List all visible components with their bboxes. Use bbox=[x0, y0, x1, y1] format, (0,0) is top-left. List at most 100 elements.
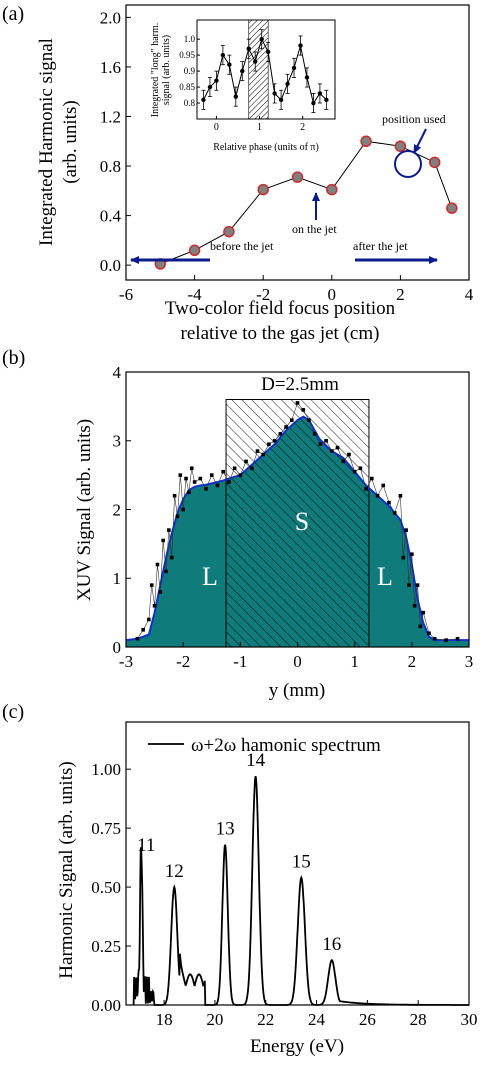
panel-b-raw-point bbox=[164, 569, 168, 574]
panel-b-scatter bbox=[135, 401, 460, 642]
panel-b-raw-point bbox=[301, 408, 306, 412]
inset-point bbox=[207, 84, 213, 90]
panel-b-raw-point bbox=[401, 555, 406, 560]
inset-point bbox=[259, 36, 264, 42]
panel-b-raw-point bbox=[375, 493, 380, 498]
panel-b-raw-point bbox=[307, 418, 311, 422]
x-tick-label: -1 bbox=[233, 652, 247, 671]
y-tick-label: 3 bbox=[113, 432, 122, 451]
y-tick-label: 1.00 bbox=[91, 760, 121, 779]
x-tick-label: 2 bbox=[408, 652, 417, 671]
panel-c-xlabel: Energy (eV) bbox=[250, 1036, 344, 1057]
inset-point bbox=[240, 68, 245, 74]
panel-b-raw-point bbox=[398, 493, 403, 498]
x-tick-label: 1 bbox=[350, 652, 359, 671]
panel-b-raw-point bbox=[232, 466, 237, 471]
x-tick-label: 0 bbox=[293, 652, 302, 671]
peak-label-15: 15 bbox=[292, 852, 311, 873]
peak-label-16: 16 bbox=[322, 934, 341, 955]
short-trajectory-box bbox=[225, 399, 370, 648]
inset-xlabel: Relative phase (units of π) bbox=[213, 142, 319, 153]
inset-point bbox=[285, 81, 290, 87]
after-jet-label: after the jet bbox=[353, 239, 408, 253]
panel-b: (b) -3 -2 -1 0 1 2 3 0 1 2 3 4 D=2.5mm L S L y (mm)… bbox=[2, 347, 473, 701]
peak-label-11: 11 bbox=[137, 835, 155, 856]
panel-a-data bbox=[154, 135, 458, 270]
panel-c-frame bbox=[125, 721, 470, 1006]
panel-b-raw-point bbox=[192, 480, 197, 484]
panel-b-raw-point bbox=[204, 487, 208, 491]
panel-c-label: (c) bbox=[2, 701, 24, 723]
inset-shaded-region bbox=[248, 19, 269, 120]
panel-c: (c) 18 20 22 24 26 28 30 0.00 0.25 0.50 0.75 1.00 1… bbox=[2, 701, 478, 1057]
panel-a-xlabel-line1: Two-color field focus position bbox=[165, 298, 396, 319]
x-tick-label: -2 bbox=[256, 285, 270, 304]
panel-b-raw-point bbox=[189, 466, 194, 471]
panel-b-raw-point bbox=[330, 449, 334, 453]
inset-y-tick-label: 1.0 bbox=[184, 34, 196, 44]
panel-b-raw-point bbox=[284, 425, 288, 429]
x-tick-label: 26 bbox=[359, 1010, 376, 1029]
inset-y-tick-label: 0.95 bbox=[179, 50, 195, 60]
y-tick-label: 0.00 bbox=[91, 996, 121, 1015]
panel-b-raw-point bbox=[158, 590, 163, 594]
inset-point bbox=[317, 91, 323, 96]
x-tick-label: 4 bbox=[465, 285, 474, 304]
inset-x-tick-label: 0 bbox=[214, 122, 219, 133]
y-tick-label: 0.4 bbox=[100, 207, 122, 226]
inset-point bbox=[278, 97, 284, 103]
inset-y-tick-label: 0.9 bbox=[184, 66, 196, 76]
y-tick-label: 4 bbox=[113, 363, 122, 382]
x-tick-label: 0 bbox=[328, 285, 337, 304]
panel-a-ticks: -6 -4 -2 0 2 4 0.0 0.4 0.8 1.2 1.6 2.0 bbox=[100, 8, 474, 304]
y-tick-label: 0.8 bbox=[100, 157, 121, 176]
panel-b-raw-point bbox=[178, 473, 183, 477]
panel-b-raw-point bbox=[244, 459, 248, 464]
panel-b-label: (b) bbox=[2, 347, 25, 369]
panel-b-raw-point bbox=[155, 562, 160, 567]
panel-b-raw-point bbox=[249, 466, 254, 471]
inset-point bbox=[311, 100, 316, 106]
panel-a-point bbox=[428, 156, 441, 169]
panel-a-label: (a) bbox=[2, 3, 24, 25]
x-tick-label: 2 bbox=[396, 285, 405, 304]
panel-b-raw-point bbox=[427, 631, 431, 636]
x-tick-label: 24 bbox=[308, 1010, 326, 1029]
panel-b-raw-point bbox=[432, 636, 437, 641]
position-used-label: position used bbox=[382, 112, 446, 126]
peak-label-13: 13 bbox=[216, 819, 235, 840]
panel-b-raw-point bbox=[181, 507, 185, 512]
panel-b-raw-point bbox=[295, 401, 300, 405]
inset-y-tick-label: 0.8 bbox=[184, 98, 196, 108]
panel-b-raw-point bbox=[272, 438, 277, 443]
panel-a-xlabel-line2: relative to the gas jet (cm) bbox=[181, 323, 380, 344]
panel-b-raw-point bbox=[318, 442, 323, 446]
panel-a-point bbox=[446, 202, 458, 214]
panel-b-raw-point bbox=[175, 514, 180, 519]
x-tick-label: 28 bbox=[410, 1010, 427, 1029]
panel-b-raw-point bbox=[421, 610, 426, 615]
panel-a-frame bbox=[125, 4, 470, 281]
y-tick-label: 0 bbox=[113, 638, 122, 657]
panel-b-raw-point bbox=[187, 490, 191, 495]
x-tick-label: 3 bbox=[465, 652, 474, 671]
inset-ylabel-line2: signal (arb. units) bbox=[161, 35, 172, 105]
panel-b-raw-point bbox=[172, 493, 177, 498]
panel-b-raw-point bbox=[255, 449, 260, 453]
region-label-left: L bbox=[202, 562, 218, 591]
panel-b-raw-point bbox=[289, 418, 294, 422]
panel-a-point bbox=[223, 225, 235, 238]
panel-b-raw-point bbox=[169, 555, 174, 560]
inset-point bbox=[324, 97, 329, 103]
y-tick-label: 2 bbox=[113, 500, 122, 519]
inset-point bbox=[265, 49, 271, 55]
x-tick-label: 20 bbox=[206, 1010, 223, 1029]
x-tick-label: 18 bbox=[156, 1010, 173, 1029]
inset-point bbox=[214, 78, 219, 83]
inset-point bbox=[201, 97, 206, 103]
y-tick-label: 1.6 bbox=[100, 58, 121, 77]
y-tick-label: 2.0 bbox=[100, 8, 121, 27]
panel-b-raw-point bbox=[135, 636, 140, 641]
panel-b-raw-point bbox=[418, 624, 423, 629]
inset-ylabel-line1: Integrated "long" harm. bbox=[150, 23, 161, 118]
